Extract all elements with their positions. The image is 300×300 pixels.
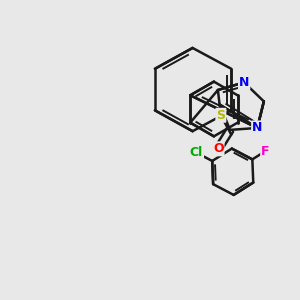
Text: F: F (261, 145, 270, 158)
Text: O: O (213, 142, 224, 155)
Text: N: N (239, 76, 249, 89)
Text: S: S (216, 109, 225, 122)
Text: Cl: Cl (190, 146, 203, 159)
Text: N: N (252, 122, 262, 134)
